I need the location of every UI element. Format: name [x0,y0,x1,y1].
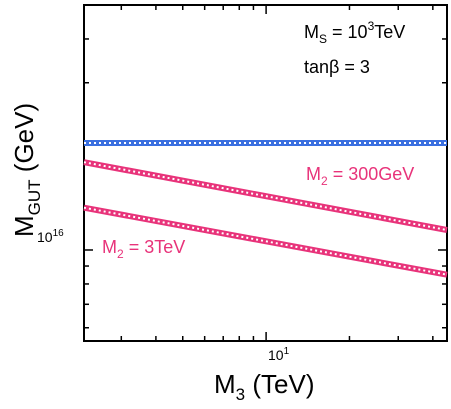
series-line-hatch-2 [83,206,448,276]
x-axis-label: M3 (TeV) [214,369,314,404]
x-tick-label-10: 101 [268,346,290,363]
y-tick-label-1e16: 1016 [37,228,64,245]
series-group [83,140,448,278]
axis-ticks [84,4,447,341]
series-label-300gev: M2 = 300GeV [306,164,414,188]
annotation-ms: MS = 103TeV [304,19,405,46]
y-axis-label: MGUT (GeV) [9,103,44,237]
annotation-tanbeta: tanβ = 3 [304,57,370,77]
series-line-hatch-1 [83,161,448,231]
series-label-3tev: M2 = 3TeV [102,237,185,261]
